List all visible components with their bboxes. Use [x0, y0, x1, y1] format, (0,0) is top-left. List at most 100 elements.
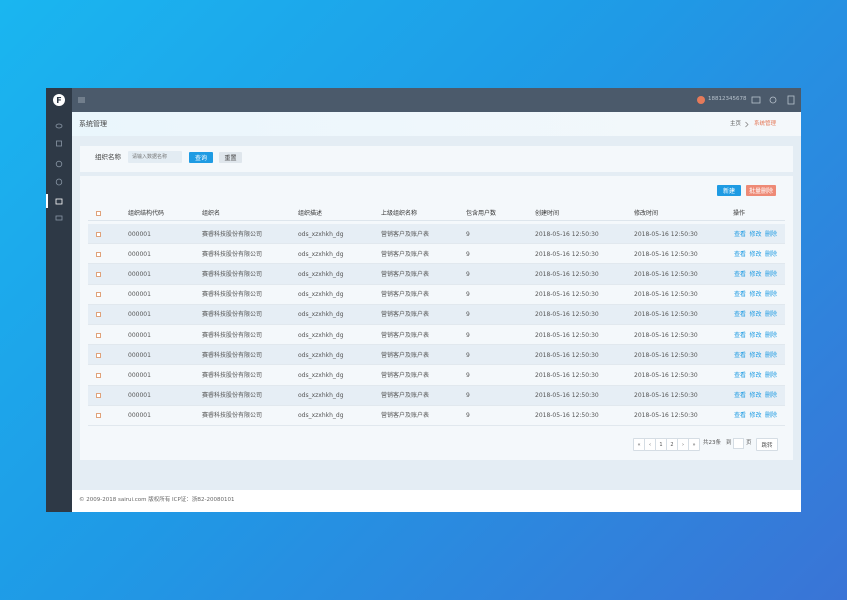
- row-action[interactable]: 查看: [734, 371, 747, 379]
- icon-logout[interactable]: [787, 95, 795, 105]
- jump-button[interactable]: 跳转: [756, 438, 778, 451]
- checkbox-all[interactable]: [96, 211, 101, 216]
- row-action[interactable]: 修改: [749, 230, 762, 238]
- row-action[interactable]: 修改: [749, 392, 762, 400]
- row-checkbox[interactable]: [96, 352, 101, 358]
- header-bar: [72, 112, 801, 136]
- table-cell: 000001: [128, 351, 151, 359]
- table-cell: 赛睿科技股份有限公司: [202, 371, 263, 379]
- avatar[interactable]: [697, 96, 705, 104]
- icon-settings[interactable]: [769, 96, 777, 104]
- new-button[interactable]: 新建: [717, 185, 741, 196]
- table-cell: 000001: [128, 291, 151, 299]
- table-cell: 000001: [128, 392, 151, 400]
- row-action[interactable]: 查看: [734, 250, 747, 258]
- row-action[interactable]: 查看: [734, 351, 747, 359]
- row-checkbox[interactable]: [96, 332, 101, 338]
- table-cell: 2018-05-16 12:50:30: [535, 291, 599, 299]
- row-action[interactable]: 删除: [765, 392, 778, 400]
- phone[interactable]: 18812345678: [708, 96, 747, 102]
- row-action[interactable]: 修改: [749, 331, 762, 339]
- search-label: 组织名称: [95, 153, 121, 161]
- row-action[interactable]: 查看: [734, 311, 747, 319]
- row-action[interactable]: 修改: [749, 412, 762, 420]
- row-action[interactable]: 删除: [765, 351, 778, 359]
- row-action[interactable]: 修改: [749, 351, 762, 359]
- table-cell: 9: [466, 392, 470, 400]
- row-action[interactable]: 删除: [765, 331, 778, 339]
- icon-db[interactable]: [55, 178, 63, 186]
- query-button[interactable]: 查询: [189, 152, 213, 163]
- row-action[interactable]: 修改: [749, 311, 762, 319]
- icon-box[interactable]: [55, 215, 63, 221]
- table-cell: 赛睿科技股份有限公司: [202, 250, 263, 258]
- icon-delete[interactable]: [56, 140, 62, 147]
- page-button[interactable]: ‹: [644, 438, 656, 451]
- row-checkbox[interactable]: [96, 271, 101, 277]
- reset-button[interactable]: 重置: [219, 152, 242, 163]
- table-cell: ods_xzxhkh_dg: [298, 270, 344, 278]
- search-input[interactable]: [128, 151, 182, 163]
- page-button[interactable]: 1: [655, 438, 667, 451]
- logo[interactable]: F: [53, 94, 65, 106]
- page-button[interactable]: »: [688, 438, 700, 451]
- table-cell: 2018-05-16 12:50:30: [634, 250, 698, 258]
- table-cell: ods_xzxhkh_dg: [298, 412, 344, 420]
- table-cell: 2018-05-16 12:50:30: [634, 230, 698, 238]
- row-action[interactable]: 删除: [765, 311, 778, 319]
- row-checkbox[interactable]: [96, 312, 101, 318]
- table-row: [88, 304, 785, 325]
- row-action[interactable]: 删除: [765, 270, 778, 278]
- icon-clock[interactable]: [55, 160, 63, 168]
- row-action[interactable]: 查看: [734, 392, 747, 400]
- row-action[interactable]: 修改: [749, 291, 762, 299]
- row-action[interactable]: 查看: [734, 270, 747, 278]
- table-cell: 000001: [128, 371, 151, 379]
- footer-text: © 2009-2018 sairui.com 版权所有 ICP证：浙B2-200…: [79, 497, 235, 503]
- row-action[interactable]: 查看: [734, 331, 747, 339]
- icon-view[interactable]: [55, 123, 63, 129]
- row-checkbox[interactable]: [96, 231, 101, 237]
- row-action[interactable]: 删除: [765, 230, 778, 238]
- row-action[interactable]: 删除: [765, 291, 778, 299]
- table-cell: 9: [466, 371, 470, 379]
- row-action[interactable]: 查看: [734, 412, 747, 420]
- row-action[interactable]: 查看: [734, 230, 747, 238]
- table-cell: 2018-05-16 12:50:30: [634, 311, 698, 319]
- row-action[interactable]: 删除: [765, 412, 778, 420]
- table-cell: 2018-05-16 12:50:30: [535, 250, 599, 258]
- icon-mail[interactable]: [751, 96, 761, 104]
- table-cell: 9: [466, 230, 470, 238]
- row-checkbox[interactable]: [96, 292, 101, 298]
- row-checkbox[interactable]: [96, 372, 101, 378]
- row-action[interactable]: 删除: [765, 250, 778, 258]
- table-cell: ods_xzxhkh_dg: [298, 392, 344, 400]
- row-action[interactable]: 修改: [749, 270, 762, 278]
- table-cell: 9: [466, 250, 470, 258]
- table-row: [88, 365, 785, 386]
- icon-org[interactable]: [55, 198, 63, 205]
- table-cell: 000001: [128, 412, 151, 420]
- column-header: 上级组织名称: [381, 210, 418, 217]
- table-cell: 营销客户及账户表: [381, 412, 430, 420]
- table-cell: 营销客户及账户表: [381, 351, 430, 359]
- row-action[interactable]: 查看: [734, 291, 747, 299]
- row-checkbox[interactable]: [96, 251, 101, 257]
- batch-delete-button[interactable]: 批量删除: [746, 185, 776, 196]
- column-header: 修改时间: [634, 210, 659, 217]
- table-cell: 赛睿科技股份有限公司: [202, 230, 263, 238]
- row-checkbox[interactable]: [96, 413, 101, 419]
- row-checkbox[interactable]: [96, 393, 101, 399]
- table-cell: 2018-05-16 12:50:30: [634, 371, 698, 379]
- page-input[interactable]: [733, 438, 744, 449]
- table-cell: 营销客户及账户表: [381, 371, 430, 379]
- row-action[interactable]: 修改: [749, 371, 762, 379]
- table-cell: 2018-05-16 12:50:30: [634, 412, 698, 420]
- table-cell: ods_xzxhkh_dg: [298, 331, 344, 339]
- menu-toggle[interactable]: [77, 95, 87, 105]
- table-cell: 赛睿科技股份有限公司: [202, 311, 263, 319]
- table-cell: 营销客户及账户表: [381, 270, 430, 278]
- breadcrumb-home[interactable]: 主页: [730, 121, 742, 127]
- row-action[interactable]: 删除: [765, 371, 778, 379]
- row-action[interactable]: 修改: [749, 250, 762, 258]
